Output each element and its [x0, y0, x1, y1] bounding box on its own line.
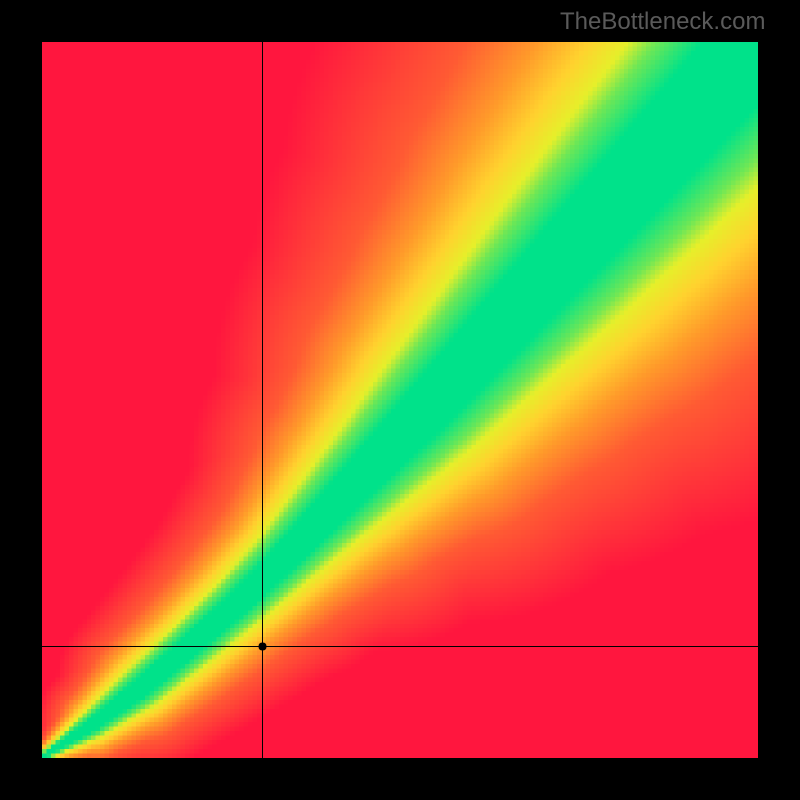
outer-frame: TheBottleneck.com	[0, 0, 800, 800]
crosshair-overlay	[42, 42, 758, 758]
heatmap-plot	[42, 42, 758, 758]
watermark-text: TheBottleneck.com	[560, 8, 765, 36]
